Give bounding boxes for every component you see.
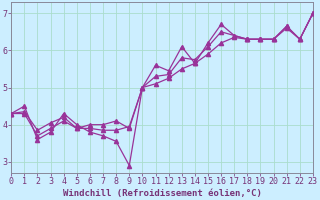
X-axis label: Windchill (Refroidissement éolien,°C): Windchill (Refroidissement éolien,°C): [63, 189, 261, 198]
